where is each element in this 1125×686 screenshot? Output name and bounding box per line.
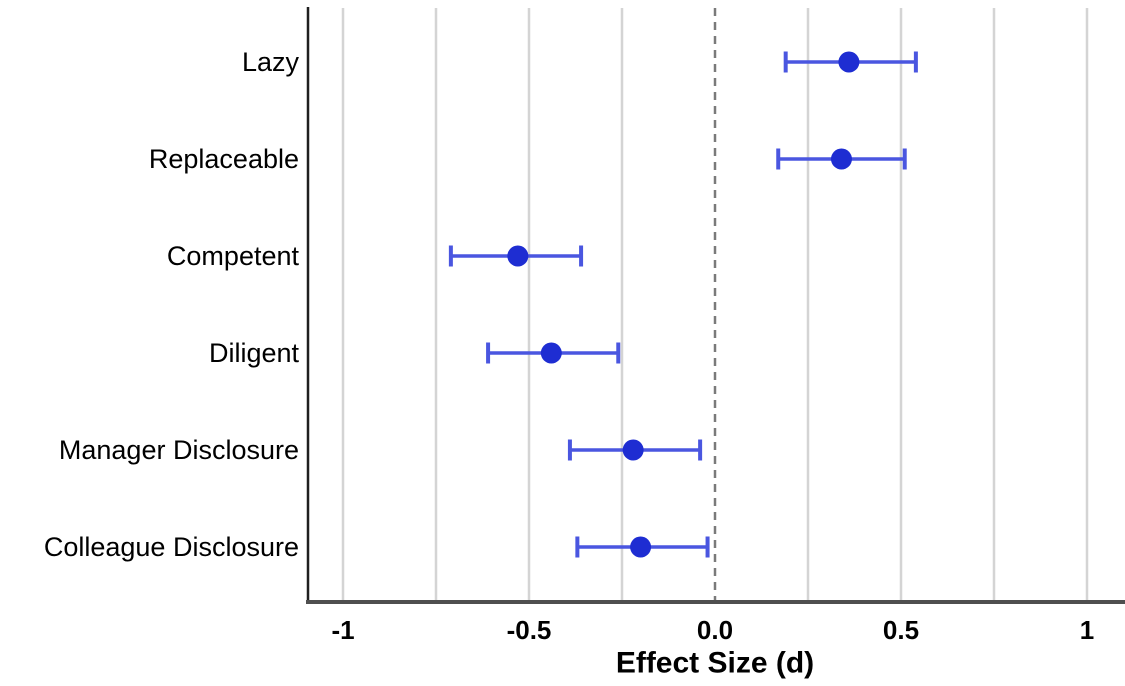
x-tick-label: 0.5 — [883, 615, 919, 645]
row-manager-disclosure — [567, 439, 703, 461]
data-rows — [448, 51, 918, 558]
point-estimate-dot — [830, 148, 852, 170]
row-replaceable — [776, 148, 907, 170]
category-label: Competent — [167, 241, 300, 271]
point-estimate-dot — [507, 245, 529, 267]
gridlines — [341, 8, 1089, 600]
x-axis-title: Effect Size (d) — [616, 647, 814, 680]
category-labels: Lazy Replaceable Competent Diligent Manager … — [44, 47, 300, 562]
x-tick-labels: -1 -0.5 0.0 0.5 1 — [331, 615, 1094, 645]
point-estimate-dot — [622, 439, 644, 461]
category-label: Replaceable — [149, 144, 299, 174]
x-tick-label: -1 — [331, 615, 354, 645]
row-lazy — [783, 51, 918, 73]
point-estimate-dot — [540, 342, 562, 364]
x-tick-label: -0.5 — [507, 615, 552, 645]
point-estimate-dot — [838, 51, 860, 73]
category-label: Diligent — [209, 338, 300, 368]
x-tick-label: 0.0 — [697, 615, 733, 645]
category-label: Colleague Disclosure — [44, 532, 299, 562]
point-estimate-dot — [630, 536, 652, 558]
x-tick-label: 1 — [1080, 615, 1094, 645]
row-competent — [448, 245, 584, 267]
category-label: Manager Disclosure — [59, 435, 299, 465]
category-label: Lazy — [242, 47, 300, 77]
axes — [306, 7, 1125, 604]
row-colleague-disclosure — [575, 536, 710, 558]
row-diligent — [486, 342, 621, 364]
